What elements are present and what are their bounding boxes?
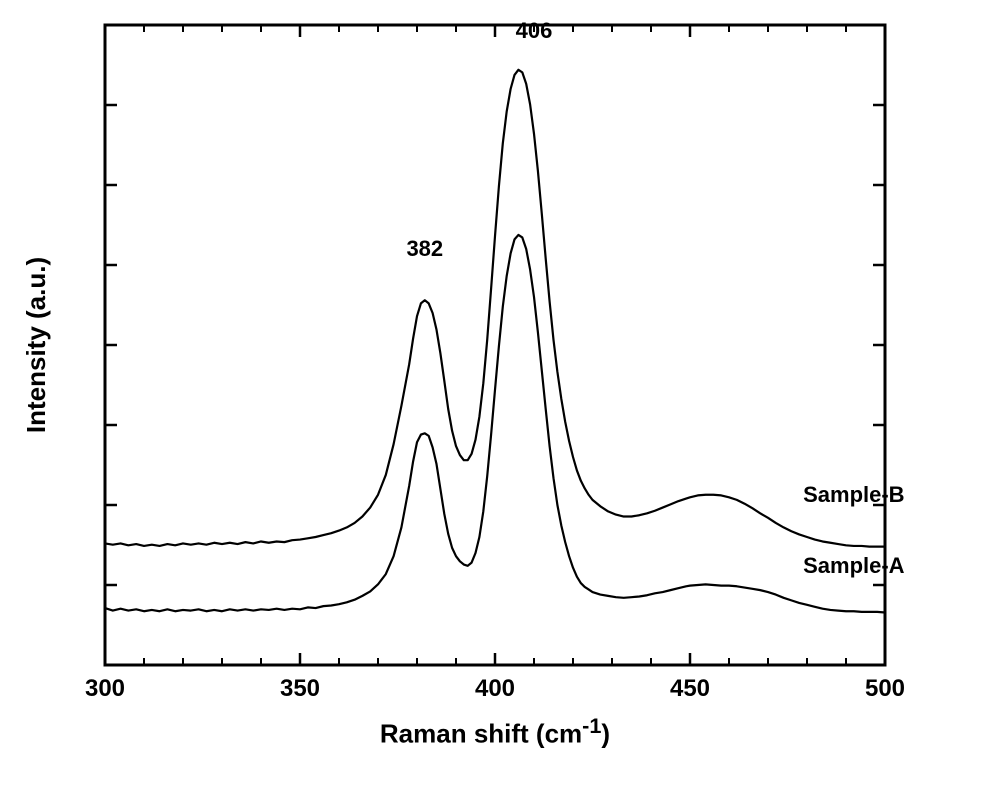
x-axis-title-suffix: )	[601, 719, 610, 749]
raman-figure: Intensity (a.u.) Raman shift (cm-1) 300 3…	[0, 0, 1000, 789]
series-label-sample-a: Sample-A	[803, 553, 904, 579]
y-axis-title-text: Intensity (a.u.)	[21, 257, 51, 433]
plot-area	[105, 25, 885, 665]
y-axis-title: Intensity (a.u.)	[21, 257, 52, 433]
series-sample-a	[105, 235, 885, 613]
x-tick-label: 500	[865, 675, 905, 703]
series-sample-b	[105, 70, 885, 547]
x-tick-label: 450	[670, 675, 710, 703]
x-tick-label: 400	[475, 675, 515, 703]
series-label-sample-b: Sample-B	[803, 482, 904, 508]
plot-border	[105, 25, 885, 665]
x-axis-title-text: Raman shift (cm	[380, 719, 582, 749]
peak-label-382: 382	[406, 236, 443, 262]
x-tick-label: 300	[85, 675, 125, 703]
x-tick-label: 350	[280, 675, 320, 703]
x-axis-title-superscript: -1	[582, 713, 601, 738]
x-axis-title: Raman shift (cm-1)	[380, 713, 610, 750]
peak-label-406: 406	[516, 18, 553, 44]
